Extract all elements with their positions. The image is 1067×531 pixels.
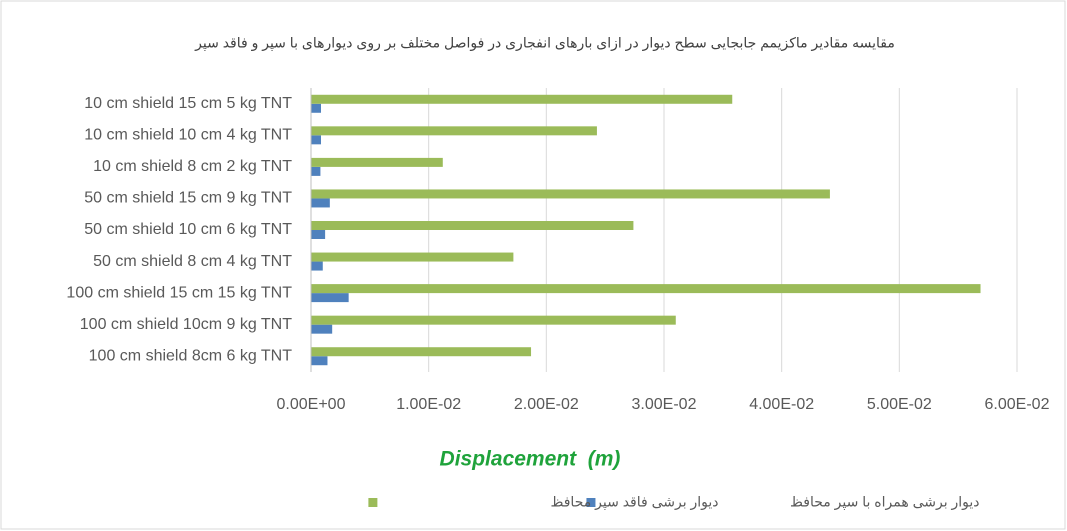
legend-marker (586, 498, 596, 507)
legend-label: دیوار برشی فاقد سپر محافظ (550, 494, 718, 511)
y-tick-label: 10 cm shield 15 cm 5 kg TNT (84, 95, 292, 112)
x-tick-label: 0.00E+00 (277, 396, 346, 413)
x-tick-label: 2.00E-02 (514, 396, 579, 413)
y-tick-label: 100 cm shield 10cm 9 kg TNT (80, 316, 292, 333)
y-tick-label: 50 cm shield 15 cm 9 kg TNT (84, 190, 292, 207)
y-tick-label: 50 cm shield 8 cm 4 kg TNT (93, 253, 292, 270)
bar (311, 157, 443, 167)
x-tick-label: 4.00E-02 (749, 396, 814, 413)
x-tick-label: 1.00E-02 (396, 396, 461, 413)
bar (311, 189, 830, 199)
y-tick-label: 10 cm shield 10 cm 4 kg TNT (84, 127, 292, 144)
x-tick-label: 6.00E-02 (985, 396, 1050, 413)
bar (311, 261, 323, 271)
bar (311, 198, 330, 208)
x-tick-label: 3.00E-02 (632, 396, 697, 413)
x-axis-title: Displacement (m) (440, 448, 621, 471)
x-tick-label: 5.00E-02 (867, 396, 932, 413)
bar (311, 230, 326, 239)
y-tick-label: 50 cm shield 10 cm 6 kg TNT (84, 221, 292, 238)
bar (311, 324, 333, 334)
y-tick-label: 100 cm shield 8cm 6 kg TNT (89, 347, 293, 364)
bar (311, 315, 676, 325)
bar (311, 356, 328, 366)
bar (311, 347, 532, 357)
bar (311, 135, 322, 145)
bar (311, 252, 514, 262)
legend-label: دیوار برشی همراه با سپر محافظ (790, 494, 980, 511)
chart-title: مقایسه مقادیر ماکزیمم جابجایی سطح دیوار … (194, 35, 895, 52)
legend-marker (368, 498, 378, 507)
bar (311, 94, 733, 104)
y-tick-label: 100 cm shield 15 cm 15 kg TNT (66, 284, 292, 301)
y-tick-label: 10 cm shield 8 cm 2 kg TNT (93, 158, 292, 175)
bar (311, 293, 349, 303)
bar (311, 166, 321, 176)
bar (311, 284, 981, 294)
bar (311, 221, 634, 230)
bar (311, 126, 597, 136)
bar (311, 103, 322, 113)
